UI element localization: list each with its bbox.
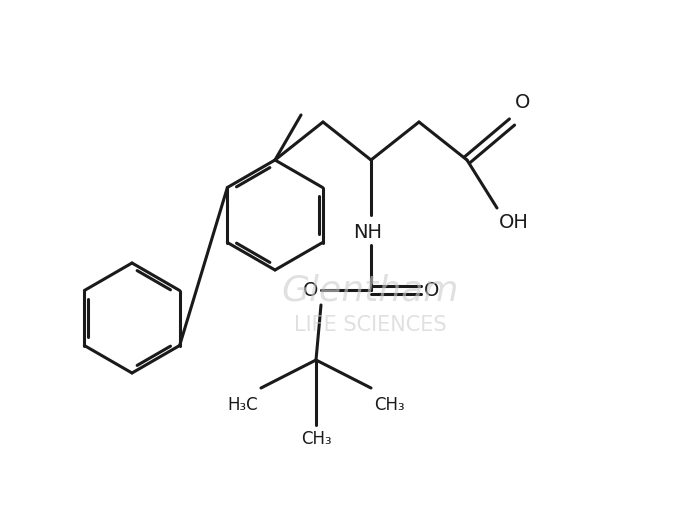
- Text: H₃C: H₃C: [228, 396, 258, 414]
- Text: CH₃: CH₃: [374, 396, 404, 414]
- Text: OH: OH: [499, 213, 529, 232]
- Text: O: O: [303, 280, 318, 300]
- Text: NH: NH: [354, 223, 383, 242]
- Text: Glentham: Glentham: [281, 273, 459, 307]
- Text: O: O: [424, 280, 439, 300]
- Text: O: O: [515, 93, 530, 112]
- Text: CH₃: CH₃: [301, 430, 331, 448]
- Text: LIFE SCIENCES: LIFE SCIENCES: [294, 315, 446, 335]
